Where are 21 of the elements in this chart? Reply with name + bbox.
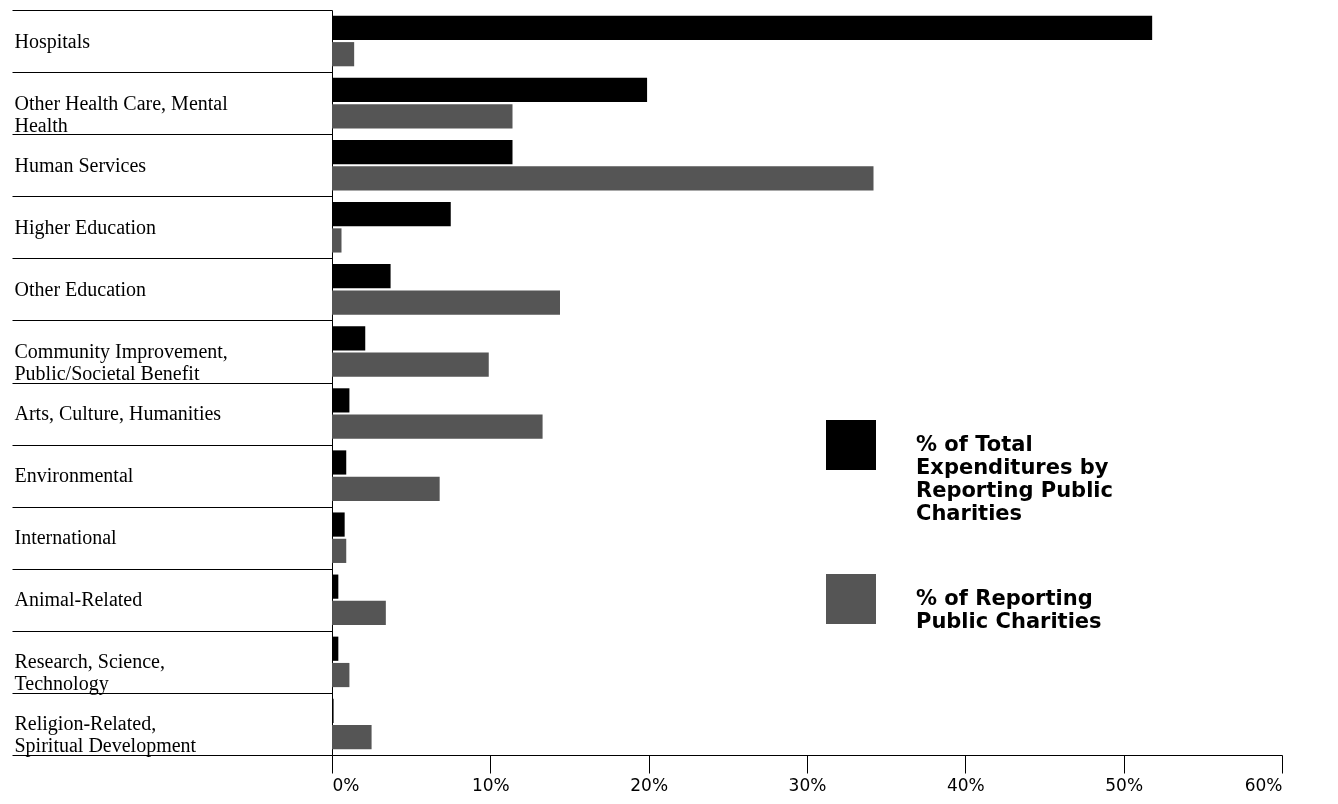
y-tick-label: Arts, Culture, Humanities [14,402,222,425]
y-tick-label: Research, Science, Technology [14,650,165,696]
x-tick-label: 30% [788,774,827,795]
x-tick-label: 60% [1244,774,1283,795]
y-tick-label: Human Services [14,153,147,176]
x-tick-label: 20% [630,774,669,795]
y-tick-label: Other Health Care, Mental Health [14,91,229,136]
x-tick-label: 0% [332,774,360,795]
y-tick-label: Animal-Related [14,588,143,611]
y-tick-label: Environmental [14,464,134,487]
y-tick-label: Higher Education [14,215,157,239]
x-tick-label: 50% [1105,774,1144,795]
legend-label: % of Reporting Public Charities [916,586,1102,633]
x-tick-label: 10% [471,774,510,795]
y-tick-label: International [14,526,118,549]
x-tick-label: 40% [946,774,985,795]
y-tick-label: Hospitals [14,29,91,53]
y-tick-label: Other Education [14,277,147,300]
y-tick-label: Religion-Related, Spiritual Development [14,712,197,758]
legend-label: % of Total Expenditures by Reporting Public Charities [916,432,1113,525]
y-tick-label: Community Improvement, Public/Societal Benefit [14,339,228,384]
